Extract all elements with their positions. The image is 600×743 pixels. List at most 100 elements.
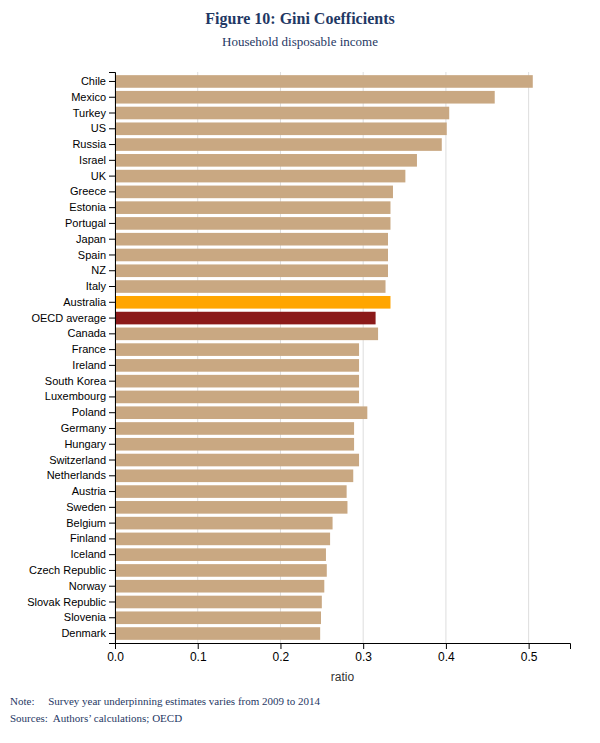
y-tick: Ireland [72, 359, 115, 371]
y-tick: Luxembourg [45, 390, 115, 402]
y-tick-mark [109, 333, 115, 334]
y-tick-label: Hungary [64, 438, 106, 450]
y-tick: Australia [63, 296, 115, 308]
bar [115, 170, 405, 183]
y-tick: Switzerland [49, 454, 115, 466]
y-tick-label: Slovenia [64, 611, 107, 623]
y-tick-label: Slovak Republic [27, 596, 106, 608]
bar [115, 75, 533, 88]
y-tick: Austria [72, 485, 115, 497]
bar [115, 485, 347, 498]
x-tick-label: 0.4 [438, 650, 455, 664]
grid-line [528, 72, 529, 643]
y-tick: Israel [79, 154, 115, 166]
y-tick: Russia [72, 138, 115, 150]
bar [115, 91, 495, 104]
y-tick-mark [109, 554, 115, 555]
y-tick: Chile [81, 75, 115, 87]
y-tick-mark [109, 381, 115, 382]
y-tick-label: US [91, 122, 106, 134]
y-tick-mark [109, 302, 115, 303]
y-tick-label: Germany [61, 422, 107, 434]
chart: Figure 10: Gini CoefficientsHousehold di… [0, 0, 600, 743]
y-tick-label: Czech Republic [29, 564, 107, 576]
y-tick-label: Portugal [65, 217, 106, 229]
y-tick: Finland [70, 532, 115, 544]
bar [115, 138, 442, 151]
y-tick-mark [109, 207, 115, 208]
y-tick-label: Iceland [71, 548, 106, 560]
y-tick-mark [109, 128, 115, 129]
y-tick-label: Sweden [66, 501, 106, 513]
y-tick: Norway [69, 580, 115, 592]
y-tick: Slovenia [64, 611, 115, 623]
bar [115, 533, 330, 546]
y-tick-label: NZ [91, 264, 106, 276]
y-tick-mark [109, 365, 115, 366]
y-tick-label: Estonia [69, 201, 107, 213]
y-tick-mark [109, 270, 115, 271]
y-tick-label: Australia [63, 296, 107, 308]
y-tick: NZ [91, 264, 115, 276]
x-tick-label: 0.3 [355, 650, 372, 664]
y-tick-label: Austria [72, 485, 107, 497]
bar [115, 580, 324, 593]
x-tick: 0.3 [355, 643, 372, 664]
x-tick-label: 0.1 [190, 650, 207, 664]
y-tick: Hungary [64, 438, 115, 450]
y-tick: UK [91, 170, 115, 182]
y-tick-label: Luxembourg [45, 390, 106, 402]
y-tick-label: Canada [67, 327, 106, 339]
bar [115, 375, 359, 388]
y-tick-mark [109, 349, 115, 350]
plot: 0.00.10.20.30.40.5DenmarkSloveniaSlovak … [27, 72, 570, 664]
x-tick: 0.1 [190, 643, 207, 664]
x-tick: 0.0 [107, 643, 124, 664]
bar [115, 249, 388, 262]
bar [115, 122, 447, 135]
y-tick: Sweden [66, 501, 115, 513]
y-tick: South Korea [45, 375, 115, 387]
y-tick-label: Norway [69, 580, 107, 592]
title: Figure 10: Gini Coefficients [205, 10, 394, 28]
y-tick-mark [109, 538, 115, 539]
x-tick: 0.2 [273, 643, 290, 664]
bar [115, 564, 327, 577]
y-tick-label: Netherlands [47, 469, 107, 481]
y-tick-label: UK [91, 170, 107, 182]
x-tick-mark [280, 643, 281, 649]
y-tick: Netherlands [47, 469, 115, 481]
bar [115, 469, 353, 482]
y-tick: Iceland [71, 548, 115, 560]
bar [115, 107, 449, 120]
y-axis: Denmark Slovenia Slovak Republic Norway Czec… [27, 73, 115, 644]
y-tick-mark [109, 507, 115, 508]
y-tick: Canada [67, 327, 115, 339]
y-tick-label: Spain [78, 248, 106, 260]
y-tick: Spain [78, 248, 115, 260]
bars [115, 75, 533, 640]
y-tick-label: Mexico [71, 91, 106, 103]
y-tick-mark [109, 633, 115, 634]
y-tick-mark [109, 81, 115, 82]
x-tick-label: 0.0 [107, 650, 124, 664]
y-tick-label: Denmark [61, 627, 106, 639]
y-tick-mark [109, 176, 115, 177]
bar [115, 391, 359, 404]
y-tick-label: OECD average [31, 312, 106, 324]
y-tick-mark [109, 412, 115, 413]
y-tick: Denmark [61, 627, 115, 639]
bar [115, 154, 417, 167]
y-tick-label: Finland [70, 532, 106, 544]
y-tick-label: Russia [72, 138, 107, 150]
bar [115, 438, 354, 451]
y-tick: Czech Republic [29, 564, 115, 576]
y-tick-mark [109, 428, 115, 429]
y-tick: France [72, 343, 115, 355]
x-tick-mark [446, 643, 447, 649]
y-tick-label: Greece [70, 185, 106, 197]
y-tick-mark [109, 144, 115, 145]
y-tick-mark [109, 160, 115, 161]
grid [115, 72, 529, 643]
bar [115, 548, 326, 561]
